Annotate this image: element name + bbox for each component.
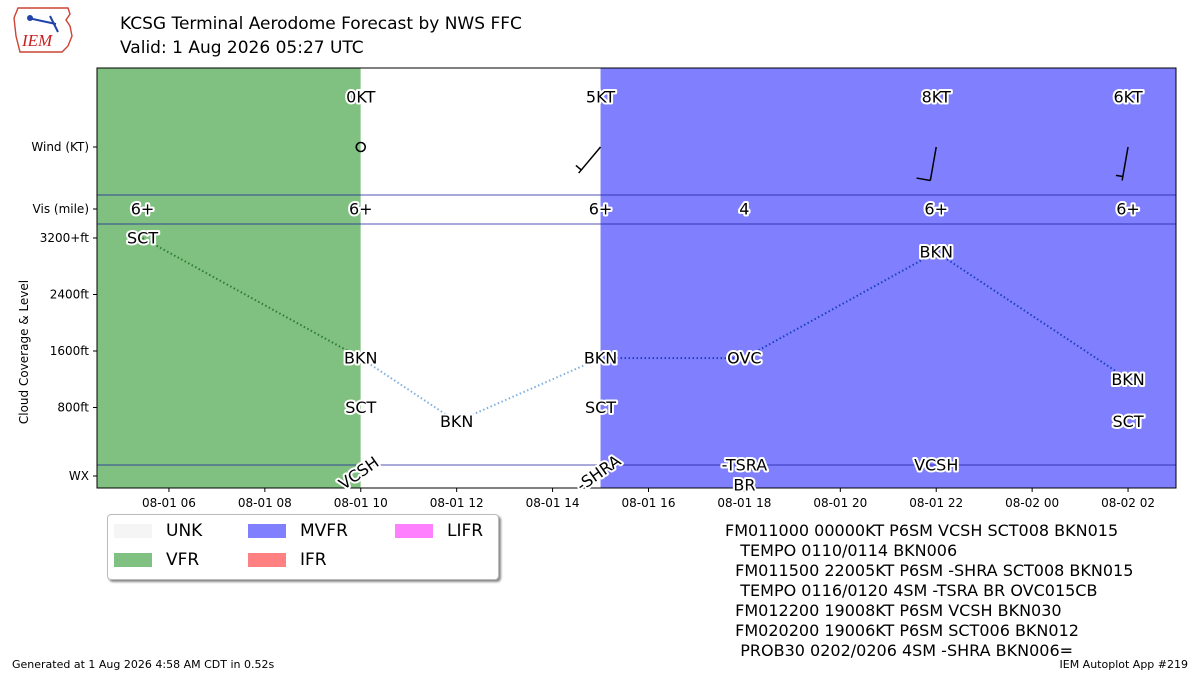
x-tick-label: 08-01 06 [142,496,196,510]
footer-generated: Generated at 1 Aug 2026 4:58 AM CDT in 0… [12,658,275,671]
legend-item-vfr: VFR [114,550,199,570]
cloud-label: SCT [585,398,616,417]
wind-label: 8KT [922,88,951,107]
x-tick-label: 08-01 22 [909,496,963,510]
wind-barb-flag [916,177,931,182]
y-tick-label: 3200+ft [40,231,90,245]
legend-item-mvfr: MVFR [248,521,348,541]
visibility-label: 6+ [589,200,613,219]
cloud-line [142,237,362,359]
legend-label-unk: UNK [166,521,203,541]
plot-frame [96,67,1177,489]
legend-label-lifr: LIFR [447,521,484,541]
y-tick-label: 2400ft [50,288,90,302]
wind-barb-shaft [578,146,602,174]
visibility-label: 6+ [131,200,155,219]
legend: UNK VFR MVFR IFR LIFR [107,514,499,580]
taf-line: FM020200 19006KT P6SM SCT006 BKN012 [725,621,1079,640]
y-tick-label: Wind (KT) [31,140,89,154]
legend-swatch-vfr [114,553,152,567]
flight-category-vfr [97,68,361,488]
cloud-label: BKN [344,349,377,368]
taf-line: TEMPO 0116/0120 4SM -TSRA BR OVC015CB [725,581,1098,600]
footer-app: IEM Autoplot App #219 [1059,658,1189,671]
legend-swatch-unk [114,524,152,538]
wind-label: 6KT [1113,88,1142,107]
x-tick-label: 08-01 18 [717,496,771,510]
taf-line: PROB30 0202/0206 4SM -SHRA BKN006= [725,641,1074,660]
iem-logo: IEM [13,7,73,53]
cloud-label: BKN [1111,370,1144,389]
taf-line: FM012200 19008KT P6SM VCSH BKN030 [725,601,1062,620]
y-tick-label: Vis (mile) [33,202,89,216]
wind-label: 5KT [586,88,615,107]
taf-line: TEMPO 0110/0114 BKN006 [725,541,958,560]
x-tick-label: 08-02 00 [1005,496,1059,510]
chart-title: KCSG Terminal Aerodome Forecast by NWS F… [120,14,522,34]
cloud-label: OVC [727,349,761,368]
logo-text: IEM [21,31,53,50]
weather-label: -TSRA [722,456,768,475]
taf-chart: 08-01 06 08-01 08 08-01 10 08-01 12 08-01 14… [17,67,1177,510]
weather-label: VCSH [914,456,958,475]
x-tick-label: 08-01 10 [334,496,388,510]
y-tick-label: WX [69,469,89,483]
y-tick-label: 1600ft [50,344,90,358]
x-tick-label: 08-01 08 [238,496,292,510]
x-tick-label: 08-01 12 [430,496,484,510]
visibility-label: 4 [739,200,749,219]
cloud-label: BKN [920,243,953,262]
legend-swatch-ifr [248,553,286,567]
legend-item-lifr: LIFR [395,521,483,541]
visibility-label: 6+ [1116,200,1140,219]
taf-line: FM011500 22005KT P6SM -SHRA SCT008 BKN01… [725,561,1134,580]
wind-barb-flag [575,164,582,171]
legend-label-vfr: VFR [166,550,200,570]
x-tick-label: 08-02 02 [1101,496,1155,510]
legend-swatch-lifr [395,524,433,538]
x-tick-label: 08-01 20 [813,496,867,510]
wind-label: 0KT [346,88,375,107]
cloud-label: BKN [584,349,617,368]
visibility-label: 6+ [924,200,948,219]
legend-label-ifr: IFR [300,550,327,570]
wind-barb-shaft [1121,146,1129,181]
flight-category-unk [360,68,601,488]
cloud-label: SCT [127,229,158,248]
legend-label-mvfr: MVFR [300,521,348,541]
chart-subtitle: Valid: 1 Aug 2026 05:27 UTC [120,38,364,58]
legend-item-ifr: IFR [248,550,327,570]
cloud-label: SCT [1112,412,1143,431]
x-tick-label: 08-01 16 [622,496,676,510]
legend-swatch-mvfr [248,524,286,538]
cloud-label: BKN [440,412,473,431]
wind-calm-circle [355,141,367,153]
wind-barb-shaft [929,146,937,181]
taf-line: FM011000 00000KT P6SM VCSH SCT008 BKN015 [725,521,1119,540]
visibility-label: 6+ [349,200,373,219]
x-tick-label: 08-01 14 [526,496,580,510]
cloud-line [600,250,1129,381]
y-tick-label: 800ft [57,401,89,415]
wind-barb-flag [1115,174,1123,178]
cloud-label: SCT [345,398,376,417]
weather-label: BR [733,476,755,495]
legend-item-unk: UNK [114,521,202,541]
y-axis-label: Cloud Coverage & Level [17,280,31,424]
